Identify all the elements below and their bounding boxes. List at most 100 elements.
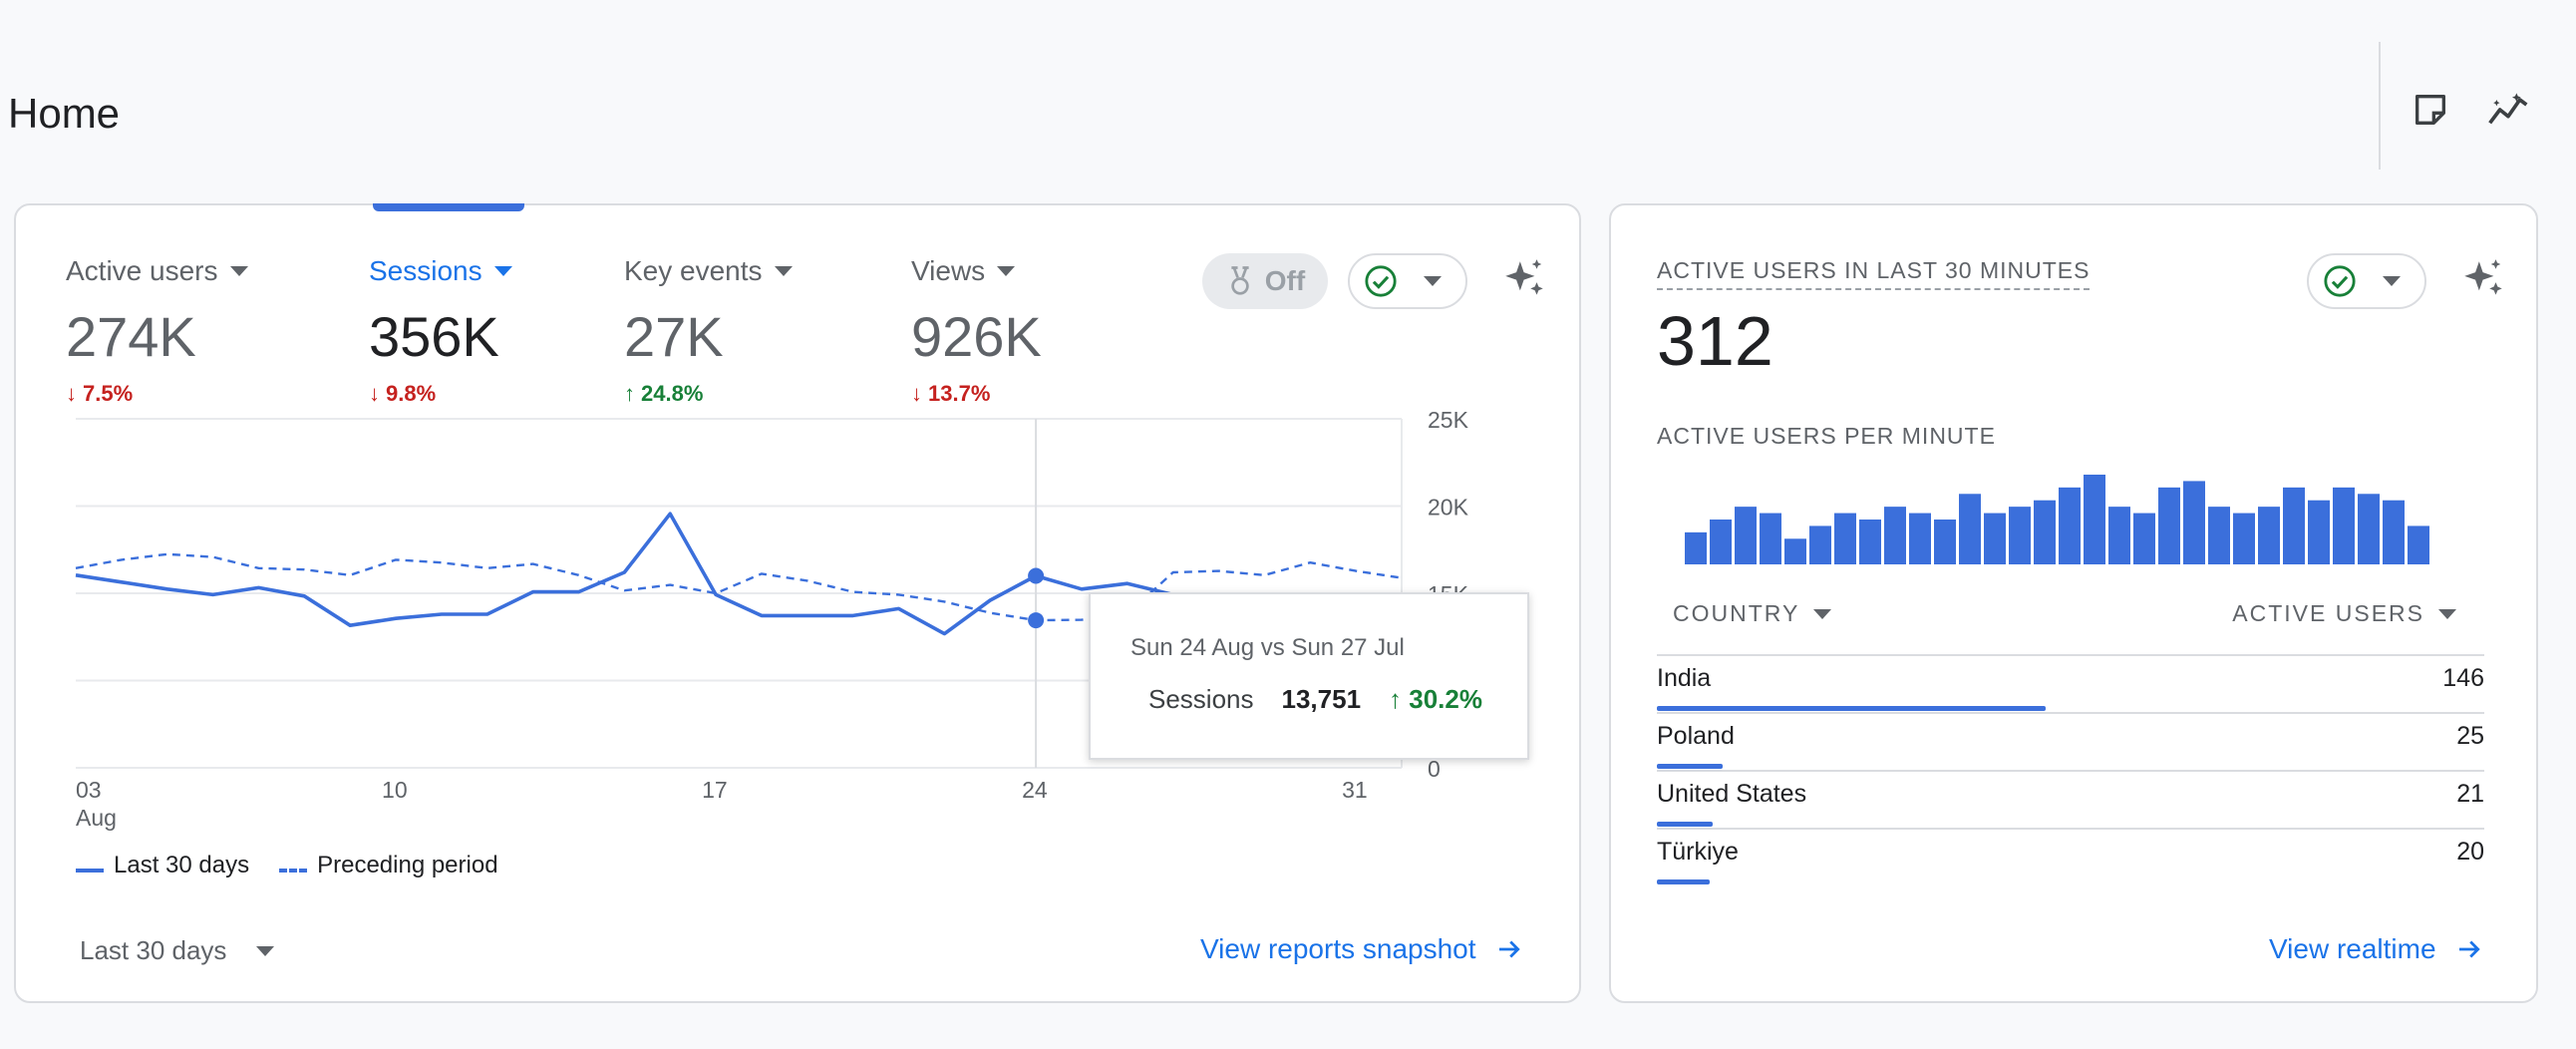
- per-minute-label: ACTIVE USERS PER MINUTE: [1657, 423, 1996, 449]
- metric-value: 356K: [369, 305, 499, 368]
- sparkle-icon[interactable]: [2458, 255, 2508, 305]
- per-minute-bar: [1959, 494, 1981, 564]
- per-minute-bar: [2133, 513, 2155, 564]
- per-minute-bar: [2108, 507, 2130, 564]
- caret-down-icon: [1813, 608, 1832, 619]
- per-minute-bar: [2009, 507, 2031, 564]
- per-minute-bar: [2183, 481, 2205, 564]
- metric-active-users[interactable]: Active users 274K ↓ 7.5%: [66, 251, 248, 407]
- page-title: Home: [8, 90, 121, 137]
- data-quality-dropdown[interactable]: [1348, 253, 1467, 309]
- per-minute-bar-chart: [1685, 475, 2429, 564]
- caret-down-icon: [256, 945, 275, 956]
- per-minute-bar: [2308, 500, 2330, 564]
- per-minute-bar: [1685, 531, 1707, 564]
- chart-legend: Last 30 days Preceding period: [76, 852, 498, 879]
- metric-change: ↓ 7.5%: [66, 381, 134, 406]
- per-minute-bar: [1934, 520, 1956, 564]
- country-users: 20: [2456, 838, 2484, 866]
- metric-label: Active users: [66, 255, 218, 286]
- per-minute-bar: [2333, 487, 2355, 564]
- sticky-note-icon[interactable]: [2405, 84, 2456, 136]
- caret-down-icon: [493, 266, 512, 276]
- per-minute-bar: [2233, 513, 2255, 564]
- caret-down-icon: [1424, 276, 1442, 286]
- per-minute-bar: [1859, 520, 1881, 564]
- per-minute-bar: [2158, 487, 2180, 564]
- caret-down-icon: [774, 266, 793, 276]
- metric-sessions[interactable]: Sessions 356K ↓ 9.8%: [369, 251, 512, 407]
- realtime-card: ACTIVE USERS IN LAST 30 MINUTES 312 ACTI…: [1609, 203, 2538, 1003]
- metric-views[interactable]: Views 926K ↓ 13.7%: [911, 251, 1042, 407]
- sessions-line-chart: 25K20K15K10K003Aug10172431: [75, 407, 1469, 831]
- benchmark-toggle[interactable]: Off: [1202, 253, 1328, 309]
- arrow-right-icon: [2458, 940, 2480, 958]
- check-circle-icon: [2324, 265, 2356, 297]
- per-minute-bar: [2059, 487, 2081, 564]
- tooltip-metric: Sessions: [1148, 684, 1254, 714]
- active-users-column-header[interactable]: ACTIVE USERS: [2232, 600, 2456, 627]
- realtime-value: 312: [1657, 302, 1773, 380]
- y-tick-label: 20K: [1428, 495, 1469, 521]
- country-share-bar: [1657, 764, 1723, 769]
- metric-value: 926K: [911, 305, 1042, 368]
- date-range-select[interactable]: Last 30 days: [80, 935, 275, 966]
- country-name: Türkiye: [1657, 838, 1739, 866]
- arrow-down-icon: ↓: [66, 381, 77, 406]
- metric-change: ↑ 24.8%: [624, 381, 704, 406]
- per-minute-bar: [1909, 513, 1931, 564]
- view-reports-snapshot-link[interactable]: View reports snapshot: [1200, 933, 1524, 965]
- x-tick-label: 24: [1022, 777, 1048, 803]
- insights-icon[interactable]: [2482, 84, 2534, 136]
- sparkle-icon[interactable]: [1499, 255, 1549, 305]
- table-row[interactable]: Poland 25: [1657, 712, 2484, 770]
- country-share-bar: [1657, 706, 2046, 711]
- caret-down-icon: [997, 266, 1016, 276]
- medal-icon: [1231, 266, 1249, 295]
- per-minute-bar: [1834, 513, 1856, 564]
- per-minute-bar: [2358, 494, 2380, 564]
- table-row[interactable]: Türkiye 20: [1657, 828, 2484, 885]
- x-tick-label: 10: [382, 777, 408, 803]
- legend-item-last-30-days: Last 30 days: [76, 852, 249, 879]
- hover-point: [1028, 567, 1045, 584]
- country-name: India: [1657, 664, 1712, 692]
- per-minute-bar: [1784, 538, 1806, 564]
- solid-line-swatch: [76, 869, 104, 873]
- country-users: 146: [2442, 664, 2484, 692]
- active-tab-indicator: [373, 203, 524, 211]
- country-users: 25: [2456, 722, 2484, 750]
- country-name: Poland: [1657, 722, 1735, 750]
- check-circle-icon: [1365, 265, 1397, 297]
- table-row[interactable]: India 146: [1657, 654, 2484, 712]
- x-tick-label: 31: [1342, 777, 1368, 803]
- x-tick-sublabel: Aug: [76, 805, 117, 831]
- hover-point: [1028, 612, 1045, 629]
- chart-tooltip: Sun 24 Aug vs Sun 27 Jul Sessions 13,751…: [1089, 592, 1529, 760]
- per-minute-bar: [1760, 513, 1781, 564]
- arrow-up-icon: ↑: [624, 381, 635, 406]
- view-realtime-link[interactable]: View realtime: [2269, 933, 2484, 965]
- preceding-period-line: [75, 552, 1403, 622]
- caret-down-icon: [2438, 608, 2456, 619]
- realtime-quality-dropdown[interactable]: [2307, 253, 2426, 309]
- table-row[interactable]: United States 21: [1657, 770, 2484, 828]
- x-tick-label: 17: [702, 777, 728, 803]
- arrow-up-icon: ↑: [1389, 684, 1410, 714]
- tooltip-title: Sun 24 Aug vs Sun 27 Jul: [1130, 634, 1405, 661]
- per-minute-bar: [2408, 525, 2429, 564]
- tooltip-value: 13,751: [1281, 684, 1362, 714]
- per-minute-bar: [2383, 500, 2405, 564]
- tooltip-change: ↑ 30.2%: [1389, 684, 1482, 714]
- header-divider: [2379, 42, 2381, 170]
- metric-key-events[interactable]: Key events 27K ↑ 24.8%: [624, 251, 793, 407]
- realtime-title[interactable]: ACTIVE USERS IN LAST 30 MINUTES: [1657, 257, 2091, 290]
- metric-label: Views: [911, 255, 986, 286]
- per-minute-bar: [2034, 500, 2056, 564]
- y-tick-label: 0: [1428, 756, 1441, 782]
- country-share-bar: [1657, 822, 1713, 827]
- metric-change: ↓ 13.7%: [911, 381, 991, 406]
- metric-value: 274K: [66, 305, 196, 368]
- country-column-header[interactable]: COUNTRY: [1673, 600, 1832, 627]
- y-tick-label: 25K: [1428, 407, 1469, 433]
